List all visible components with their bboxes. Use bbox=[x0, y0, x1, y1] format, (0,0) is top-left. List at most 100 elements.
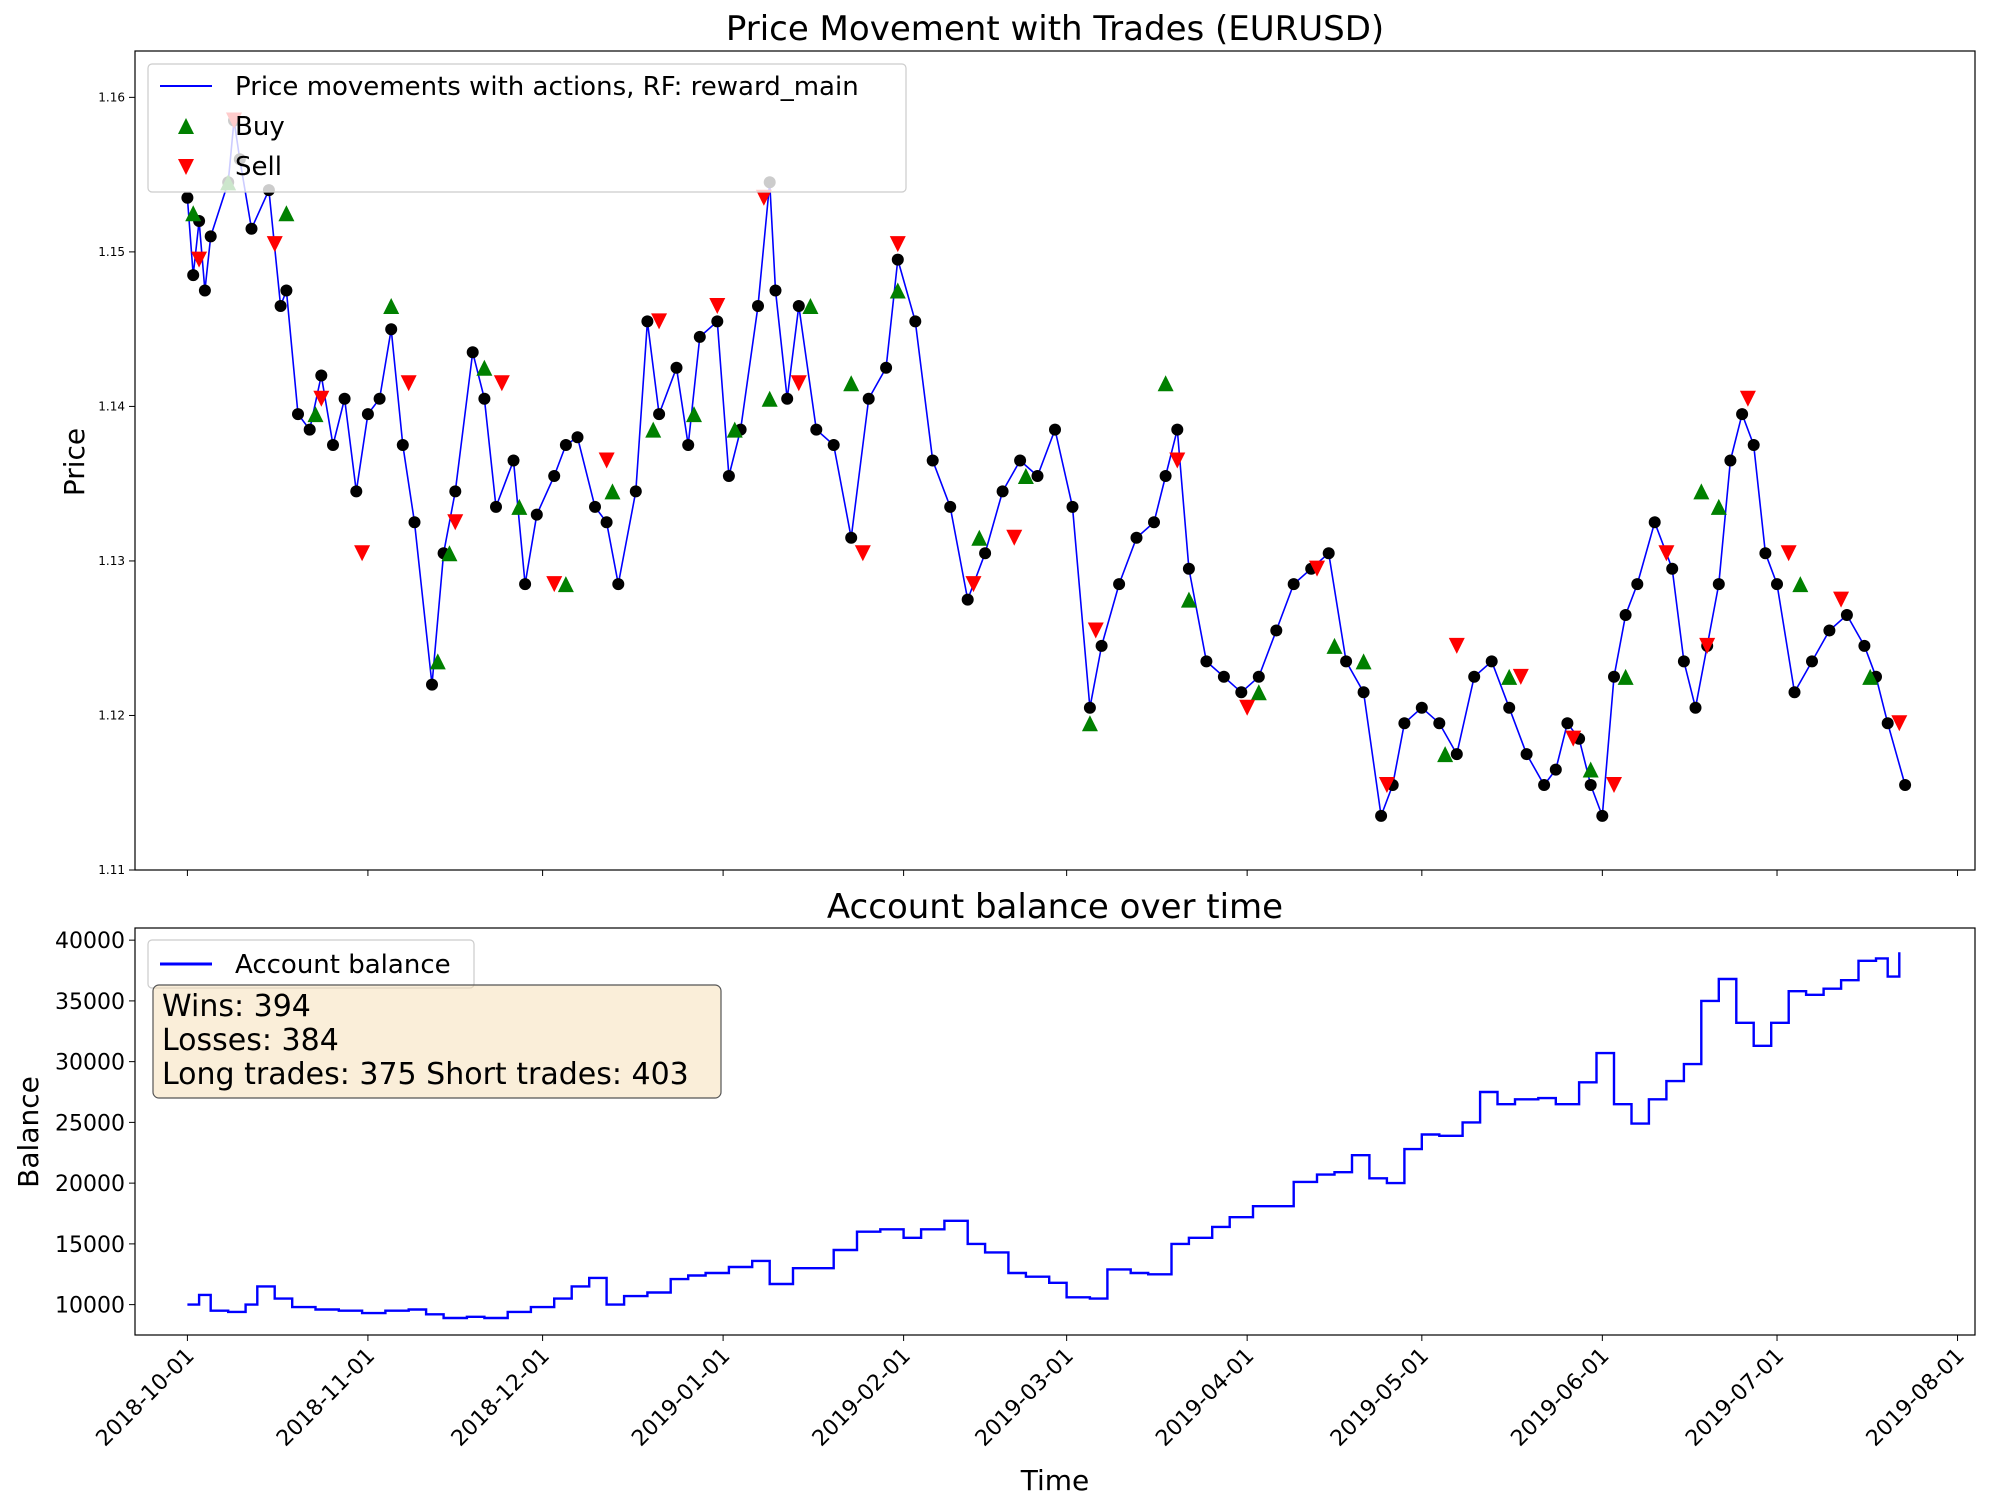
price-point bbox=[1159, 470, 1172, 482]
sell-marker bbox=[889, 236, 906, 253]
price-point bbox=[548, 470, 561, 482]
price-point bbox=[245, 222, 258, 235]
price-point bbox=[722, 470, 735, 482]
price-y-tick-label: 1.16 bbox=[98, 90, 125, 104]
price-point bbox=[781, 392, 794, 405]
buy-marker bbox=[1157, 375, 1174, 392]
sell-marker bbox=[1565, 730, 1582, 747]
balance-y-tick-label: 15000 bbox=[55, 1233, 125, 1258]
price-point bbox=[490, 500, 502, 513]
price-plot-frame bbox=[134, 50, 1976, 871]
price-point bbox=[1083, 701, 1096, 714]
price-point bbox=[1689, 701, 1702, 714]
price-point bbox=[1724, 454, 1737, 467]
balance-line bbox=[187, 952, 1901, 1320]
price-point bbox=[1200, 655, 1213, 668]
price-point bbox=[350, 485, 363, 498]
balance-y-tick-label: 30000 bbox=[55, 1051, 125, 1076]
price-point bbox=[1171, 423, 1184, 436]
price-legend-box bbox=[147, 63, 907, 193]
price-point bbox=[810, 423, 823, 436]
buy-marker bbox=[1617, 668, 1634, 685]
price-marks bbox=[181, 112, 1912, 822]
price-point bbox=[693, 330, 706, 343]
price-point bbox=[1561, 717, 1574, 730]
price-point bbox=[519, 578, 532, 591]
price-point bbox=[1538, 779, 1551, 791]
sell-marker bbox=[709, 297, 726, 314]
price-point bbox=[827, 439, 840, 451]
buy-marker bbox=[278, 205, 295, 222]
buy-marker bbox=[441, 545, 458, 562]
sell-marker bbox=[598, 452, 615, 469]
sell-marker bbox=[1605, 777, 1622, 794]
price-point bbox=[204, 230, 217, 243]
price-point bbox=[926, 454, 939, 467]
sell-marker bbox=[400, 375, 417, 392]
price-point bbox=[338, 392, 351, 405]
price-point bbox=[1648, 516, 1661, 529]
price-point bbox=[1619, 609, 1632, 621]
price-y-tick-label: 1.12 bbox=[98, 708, 125, 722]
trade-stats-background bbox=[152, 984, 722, 1099]
price-point bbox=[944, 500, 957, 513]
sell-marker bbox=[191, 251, 208, 268]
price-point bbox=[1584, 779, 1597, 791]
price-point bbox=[1340, 655, 1353, 668]
price-point bbox=[1113, 578, 1126, 591]
price-point bbox=[198, 284, 211, 297]
price-point bbox=[1608, 670, 1620, 683]
sell-marker bbox=[266, 236, 283, 253]
sell-legend-marker bbox=[178, 159, 194, 175]
buy-marker bbox=[1081, 715, 1098, 732]
sell-marker bbox=[493, 375, 510, 392]
price-point bbox=[792, 300, 805, 312]
price-point bbox=[1235, 686, 1248, 699]
price-y-tick-label: 1.15 bbox=[98, 245, 125, 259]
price-point bbox=[1485, 655, 1498, 668]
price-point bbox=[1322, 547, 1335, 560]
price-point bbox=[961, 593, 974, 606]
trade-stats-box: Wins: 394 Losses: 384 Long trades: 375 S… bbox=[152, 984, 722, 1099]
sell-marker bbox=[1512, 668, 1529, 685]
sell-marker bbox=[1739, 390, 1756, 407]
price-point bbox=[1357, 686, 1370, 699]
balance-y-tick-label: 10000 bbox=[55, 1294, 125, 1319]
price-point bbox=[1375, 809, 1388, 822]
price-point bbox=[396, 439, 409, 451]
buy-marker bbox=[383, 297, 400, 314]
price-point bbox=[711, 315, 724, 328]
trade-count-stat: Long trades: 375 Short trades: 403 bbox=[162, 1057, 689, 1092]
balance-y-tick-label: 35000 bbox=[55, 990, 125, 1015]
price-legend-series-label: Price movements with actions, RF: reward… bbox=[235, 72, 859, 102]
balance-y-tick-label: 40000 bbox=[55, 929, 125, 954]
balance-y-tick-label: 20000 bbox=[55, 1172, 125, 1197]
price-point bbox=[1759, 547, 1772, 560]
buy-marker bbox=[1582, 761, 1599, 778]
price-point bbox=[1217, 670, 1230, 683]
price-point bbox=[292, 408, 304, 421]
price-point bbox=[571, 431, 584, 444]
price-point bbox=[845, 531, 858, 544]
price-point bbox=[891, 253, 904, 266]
price-y-axis: 1.11 1.12 1.13 1.14 1.15 1.16 bbox=[98, 90, 135, 877]
sell-marker bbox=[1448, 637, 1465, 654]
buy-legend-label: Buy bbox=[235, 112, 285, 142]
price-point bbox=[1450, 748, 1463, 761]
price-point bbox=[1066, 500, 1079, 513]
price-point bbox=[629, 485, 642, 498]
price-point bbox=[449, 485, 462, 498]
price-point bbox=[1677, 655, 1690, 668]
buy-marker bbox=[685, 406, 702, 423]
price-chart: Price Movement with Trades (EURUSD) 1.11… bbox=[58, 9, 1976, 877]
buy-marker bbox=[1710, 498, 1727, 515]
price-point bbox=[1712, 578, 1725, 591]
balance-x-axis-label: Time bbox=[1020, 1464, 1090, 1497]
balance-y-axis-label: Balance bbox=[12, 1076, 45, 1188]
price-point bbox=[1596, 809, 1609, 822]
price-point bbox=[1806, 655, 1818, 668]
price-point bbox=[1840, 609, 1853, 621]
buy-marker bbox=[185, 205, 202, 222]
sell-marker bbox=[546, 576, 563, 593]
